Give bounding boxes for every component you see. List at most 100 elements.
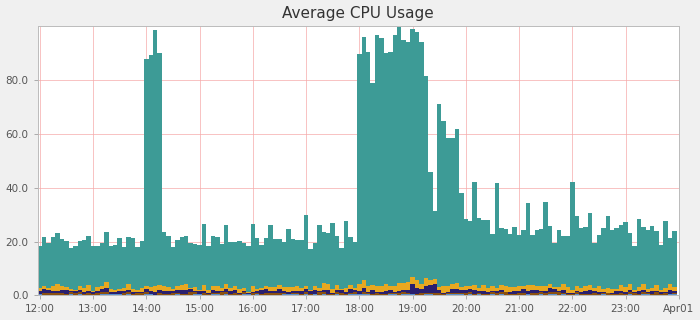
- Bar: [118, 238, 122, 289]
- Bar: [455, 130, 459, 283]
- Bar: [135, 290, 139, 292]
- Bar: [645, 294, 650, 295]
- Bar: [455, 289, 459, 293]
- Bar: [374, 293, 379, 295]
- Bar: [596, 235, 601, 286]
- Bar: [623, 287, 628, 292]
- Bar: [561, 293, 566, 294]
- Bar: [384, 284, 388, 291]
- Bar: [95, 287, 99, 291]
- Bar: [158, 293, 162, 294]
- Bar: [211, 286, 215, 291]
- Bar: [482, 220, 486, 284]
- Bar: [410, 294, 415, 295]
- Bar: [645, 293, 650, 294]
- Bar: [237, 289, 241, 293]
- Bar: [424, 294, 428, 295]
- Bar: [522, 289, 526, 293]
- Bar: [188, 294, 193, 295]
- Bar: [650, 226, 655, 288]
- Bar: [433, 293, 437, 295]
- Bar: [384, 293, 388, 295]
- Bar: [495, 288, 499, 291]
- Bar: [73, 293, 78, 295]
- Bar: [290, 294, 295, 295]
- Bar: [357, 292, 361, 294]
- Bar: [148, 287, 153, 291]
- Bar: [82, 240, 86, 288]
- Bar: [361, 37, 366, 280]
- Bar: [402, 291, 406, 292]
- Bar: [167, 236, 171, 287]
- Bar: [313, 293, 317, 294]
- Bar: [344, 292, 348, 294]
- Bar: [592, 288, 596, 291]
- Bar: [60, 239, 64, 286]
- Bar: [654, 291, 659, 292]
- Bar: [357, 294, 361, 295]
- Bar: [188, 292, 193, 294]
- Bar: [535, 293, 539, 295]
- Bar: [246, 294, 251, 295]
- Bar: [437, 292, 442, 295]
- Bar: [42, 286, 46, 289]
- Bar: [672, 291, 677, 292]
- Bar: [659, 245, 664, 290]
- Bar: [384, 53, 388, 284]
- Bar: [228, 242, 233, 288]
- Bar: [637, 293, 641, 295]
- Bar: [260, 288, 264, 290]
- Bar: [606, 292, 610, 293]
- Bar: [402, 40, 406, 283]
- Bar: [389, 294, 393, 295]
- Bar: [206, 290, 211, 293]
- Bar: [499, 285, 503, 290]
- Bar: [552, 292, 557, 294]
- Bar: [539, 229, 543, 286]
- Bar: [313, 286, 317, 290]
- Bar: [300, 240, 304, 288]
- Bar: [556, 287, 561, 291]
- Bar: [389, 286, 393, 291]
- Bar: [668, 294, 672, 295]
- Bar: [570, 293, 575, 294]
- Bar: [450, 294, 455, 295]
- Bar: [601, 289, 606, 292]
- Bar: [99, 289, 104, 292]
- Bar: [277, 289, 281, 293]
- Bar: [340, 293, 344, 295]
- Bar: [313, 243, 317, 286]
- Bar: [664, 292, 668, 293]
- Bar: [570, 290, 575, 293]
- Bar: [522, 293, 526, 294]
- Bar: [42, 289, 46, 293]
- Bar: [241, 294, 246, 295]
- Bar: [561, 294, 566, 295]
- Bar: [543, 292, 548, 293]
- Bar: [139, 293, 144, 295]
- Bar: [548, 284, 552, 288]
- Bar: [442, 286, 446, 292]
- Bar: [495, 293, 499, 295]
- Bar: [463, 219, 468, 286]
- Bar: [477, 293, 482, 294]
- Bar: [153, 292, 158, 294]
- Bar: [193, 244, 197, 287]
- Bar: [455, 283, 459, 289]
- Bar: [459, 294, 463, 295]
- Bar: [548, 288, 552, 292]
- Bar: [561, 236, 566, 284]
- Bar: [433, 278, 437, 284]
- Bar: [55, 234, 60, 284]
- Bar: [237, 294, 241, 295]
- Bar: [552, 287, 557, 289]
- Bar: [393, 285, 397, 292]
- Bar: [419, 289, 424, 293]
- Bar: [463, 291, 468, 293]
- Bar: [575, 291, 579, 292]
- Bar: [526, 291, 530, 294]
- Bar: [548, 226, 552, 284]
- Bar: [632, 292, 637, 293]
- Bar: [148, 294, 153, 295]
- Bar: [374, 35, 379, 286]
